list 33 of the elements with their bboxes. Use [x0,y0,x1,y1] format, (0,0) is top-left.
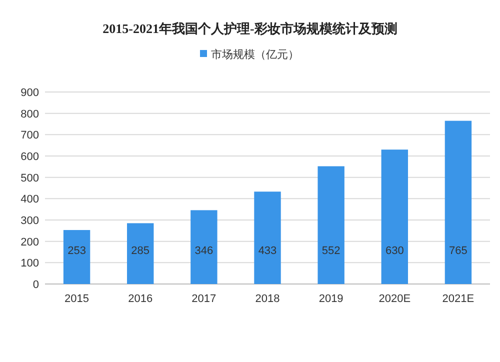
bar [127,223,154,284]
y-tick-label: 800 [20,108,39,120]
y-tick-label: 100 [20,258,39,270]
y-tick-label: 200 [20,236,39,248]
bar [444,120,472,284]
data-label: 285 [131,245,150,257]
y-tick-label: 400 [20,194,39,206]
legend-label: 市场规模（亿元） [211,48,299,61]
x-tick-label: 2019 [318,293,344,305]
data-label: 630 [385,245,404,257]
y-tick-label: 600 [20,151,39,163]
y-tick-label: 500 [20,172,39,184]
y-tick-label: 900 [20,87,39,99]
data-label: 433 [258,245,277,257]
data-label: 346 [194,245,214,257]
y-tick-label: 300 [20,215,39,227]
bar [190,210,218,284]
data-label: 253 [68,245,86,257]
chart-title: 2015-2021年我国个人护理-彩妆市场规模统计及预测 [102,21,398,36]
y-tick-label: 700 [20,130,39,142]
bar [318,166,344,284]
x-tick-label: 2021E [442,293,474,305]
x-tick-label: 2018 [255,293,280,305]
x-tick-label: 2020E [378,293,411,305]
bar [254,192,281,284]
data-label: 765 [449,245,468,257]
x-tick-label: 2015 [64,293,90,305]
bar [63,230,90,284]
x-tick-label: 2017 [192,293,216,305]
data-label: 552 [322,245,340,257]
bar [381,150,408,284]
y-tick-label: 0 [32,279,39,291]
x-tick-label: 2016 [128,293,153,305]
